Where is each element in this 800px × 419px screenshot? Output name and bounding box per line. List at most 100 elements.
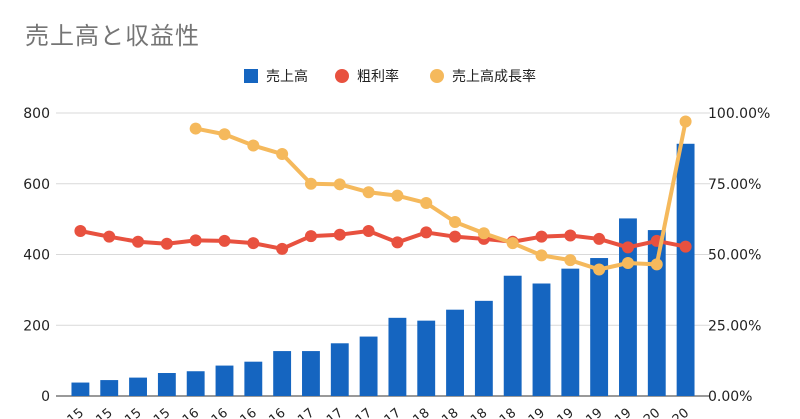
line-point: [391, 236, 404, 249]
x-tick-label: 20: [641, 406, 663, 419]
line-point: [74, 225, 87, 238]
line-point: [333, 178, 346, 191]
line-point: [132, 235, 145, 248]
line-point: [276, 148, 289, 161]
line-point: [564, 254, 577, 267]
y-right-tick-label: 0.00%: [708, 389, 752, 405]
bar: [417, 320, 436, 396]
bar: [273, 351, 292, 396]
y-left-tick-label: 400: [23, 248, 50, 264]
line-point: [535, 230, 548, 243]
line-point: [679, 115, 692, 128]
line-point: [218, 234, 231, 247]
line-point: [247, 139, 260, 152]
x-tick-label: 16: [180, 406, 202, 419]
line-point: [304, 230, 317, 243]
bar: [561, 268, 580, 396]
bar: [157, 373, 176, 396]
y-left-tick-label: 600: [23, 177, 50, 193]
bar: [590, 258, 609, 396]
bar: [388, 317, 407, 396]
line-point: [103, 230, 116, 243]
x-tick-label: 20: [670, 406, 692, 419]
line-point: [621, 241, 634, 254]
line-point: [276, 242, 289, 255]
bar: [359, 336, 378, 396]
bar: [330, 343, 349, 396]
x-tick-label: 17: [295, 406, 317, 419]
chart-title: 売上高と収益性: [25, 22, 200, 50]
x-tick-label: 19: [583, 406, 605, 419]
legend-label: 粗利率: [357, 68, 399, 85]
x-tick-label: 16: [266, 406, 288, 419]
legend-marker: [430, 69, 444, 83]
y-right-tick-label: 75.00%: [708, 177, 761, 193]
y-right-tick-label: 100.00%: [708, 106, 770, 122]
x-tick-label: 17: [353, 406, 375, 419]
bar: [676, 143, 695, 396]
line-point: [506, 237, 519, 250]
line-point: [333, 228, 346, 241]
y-right-tick-label: 50.00%: [708, 248, 761, 264]
series-line: [80, 229, 686, 251]
x-tick-label: 15: [151, 406, 173, 419]
line-point: [564, 229, 577, 242]
x-tick-label: 16: [238, 406, 260, 419]
line-point: [535, 249, 548, 262]
line-point: [477, 227, 490, 240]
line-point: [189, 234, 202, 247]
line-point: [650, 258, 663, 271]
bar: [129, 377, 147, 396]
bar: [186, 371, 205, 396]
x-tick-label: 15: [65, 406, 87, 419]
x-tick-label: 15: [122, 406, 144, 419]
line-point: [218, 128, 231, 141]
legend-label: 売上高: [266, 68, 308, 85]
bar: [532, 283, 551, 396]
bar: [302, 351, 320, 396]
x-tick-label: 18: [410, 406, 432, 419]
y-left-tick-label: 0: [41, 389, 50, 405]
line-point: [247, 237, 260, 250]
line-point: [449, 215, 462, 228]
x-tick-label: 18: [468, 406, 490, 419]
x-tick-label: 19: [526, 406, 548, 419]
y-left-tick-label: 200: [23, 318, 50, 334]
line-point: [362, 225, 375, 238]
bar: [215, 365, 234, 396]
legend-marker: [335, 69, 349, 83]
x-tick-label: 19: [612, 406, 634, 419]
line-point: [621, 256, 634, 269]
bar: [244, 361, 263, 396]
line-point: [449, 230, 462, 243]
legend-label: 売上高成長率: [452, 68, 536, 85]
line-point: [420, 196, 433, 209]
x-tick-label: 18: [497, 406, 519, 419]
line-point: [420, 226, 433, 239]
line-point: [593, 263, 606, 276]
line-point: [679, 240, 692, 253]
line-point: [304, 177, 317, 190]
line-point: [593, 232, 606, 245]
bar: [474, 300, 493, 396]
line-point: [362, 186, 375, 199]
bar: [100, 380, 119, 396]
x-tick-label: 15: [93, 406, 115, 419]
x-tick-label: 16: [209, 406, 231, 419]
x-tick-label: 17: [324, 406, 346, 419]
bar: [503, 275, 522, 396]
line-point: [160, 237, 173, 250]
y-left-tick-label: 800: [23, 106, 50, 122]
x-tick-label: 19: [555, 406, 577, 419]
line-point: [391, 189, 404, 202]
bar: [446, 309, 464, 396]
y-right-tick-label: 25.00%: [708, 318, 761, 334]
legend-marker: [244, 69, 258, 83]
bar: [647, 230, 666, 396]
bar: [71, 382, 90, 396]
line-point: [189, 122, 202, 135]
x-tick-label: 17: [382, 406, 404, 419]
x-tick-label: 18: [439, 406, 461, 419]
